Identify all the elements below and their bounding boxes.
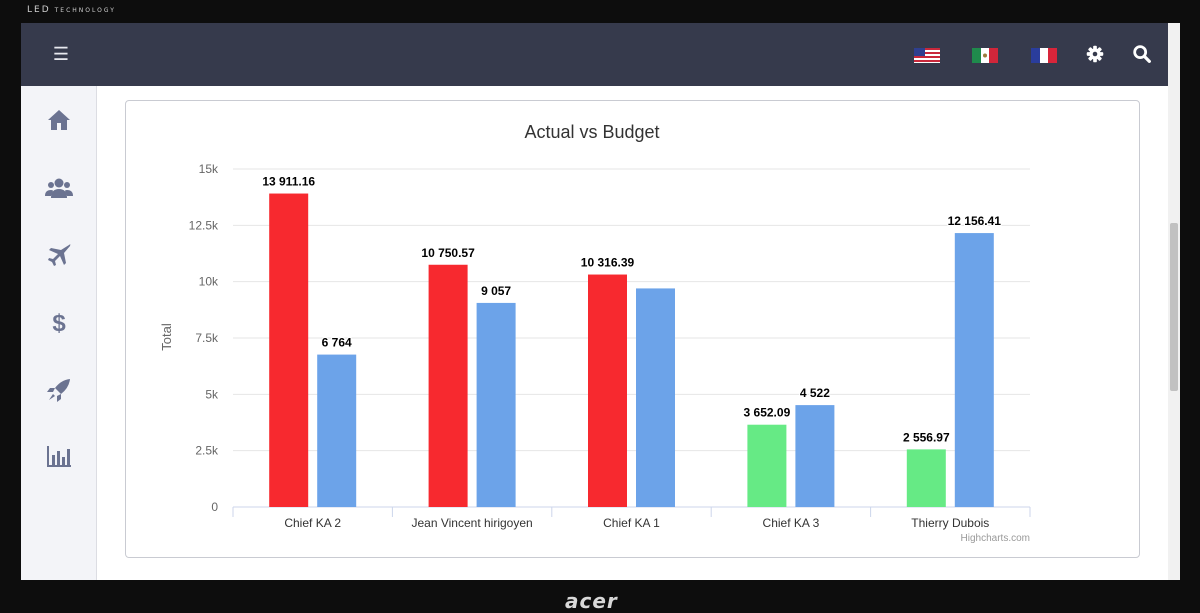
budget-data-label: 6 764: [322, 336, 352, 350]
budget-data-label: 12 156.41: [948, 214, 1002, 228]
budget-bar: [476, 302, 516, 507]
y-tick-label: 5k: [205, 387, 219, 401]
x-tick-label: Chief KA 1: [603, 516, 660, 530]
mexico-flag-icon[interactable]: [972, 48, 998, 63]
users-icon[interactable]: [45, 174, 73, 202]
x-tick-label: Jean Vincent hirigoyen: [411, 516, 532, 530]
y-axis-title: Total: [159, 323, 174, 351]
svg-text:$: $: [52, 310, 66, 336]
home-icon[interactable]: [45, 106, 73, 134]
y-tick-label: 10k: [199, 275, 219, 289]
budget-data-label: 4 522: [800, 386, 830, 400]
hamburger-icon[interactable]: ☰: [52, 44, 70, 64]
france-flag-icon[interactable]: [1031, 48, 1057, 63]
app-screen: ☰: [21, 23, 1180, 580]
budget-data-label: 9 057: [481, 284, 511, 298]
x-tick-label: Chief KA 3: [763, 516, 820, 530]
actual-data-label: 13 911.16: [262, 175, 315, 189]
scrollbar[interactable]: [1168, 23, 1180, 580]
y-tick-label: 2.5k: [195, 444, 219, 458]
chart-title: Actual vs Budget: [524, 122, 659, 142]
gear-icon[interactable]: [1084, 43, 1106, 65]
actual-data-label: 10 316.39: [581, 256, 635, 270]
chart-card: Actual vs Budget Total 0 2.5k 5k 7.5k 10k 12.…: [125, 100, 1140, 558]
plane-icon[interactable]: [45, 241, 73, 269]
budget-bar: [954, 233, 994, 507]
chart-credits[interactable]: Highcharts.com: [961, 533, 1030, 544]
actual-bar: [747, 424, 787, 507]
actual-data-label: 10 750.57: [421, 246, 475, 260]
y-tick-label: 7.5k: [195, 331, 219, 345]
y-tick-label: 15k: [199, 162, 219, 176]
dollar-icon[interactable]: $: [45, 308, 73, 336]
actual-bar: [588, 274, 627, 507]
search-icon[interactable]: [1131, 43, 1153, 65]
scrollbar-thumb[interactable]: [1170, 223, 1178, 391]
budget-bar: [636, 288, 675, 507]
x-tick-label: Thierry Dubois: [911, 516, 989, 530]
actual-bar: [428, 264, 468, 507]
actual-data-label: 2 556.97: [903, 430, 950, 444]
rocket-icon[interactable]: [45, 376, 73, 404]
y-tick-label: 12.5k: [189, 218, 219, 232]
budget-bar: [317, 354, 357, 507]
actual-bar: [906, 449, 946, 507]
sidebar: $: [21, 86, 97, 580]
x-tick-label: Chief KA 2: [284, 516, 341, 530]
actual-data-label: 3 652.09: [744, 406, 791, 420]
y-tick-label: 0: [211, 500, 218, 514]
actual-bar: [269, 193, 309, 507]
us-flag-icon[interactable]: [914, 48, 940, 63]
monitor-logo: acer: [565, 589, 618, 613]
bar-chart: Actual vs Budget Total 0 2.5k 5k 7.5k 10k 12.…: [159, 122, 1031, 544]
monitor-brand: LED TECHNOLOGY: [27, 5, 116, 15]
bar-chart-icon[interactable]: [45, 442, 73, 470]
budget-bar: [795, 405, 835, 507]
top-navbar: ☰: [21, 23, 1168, 86]
